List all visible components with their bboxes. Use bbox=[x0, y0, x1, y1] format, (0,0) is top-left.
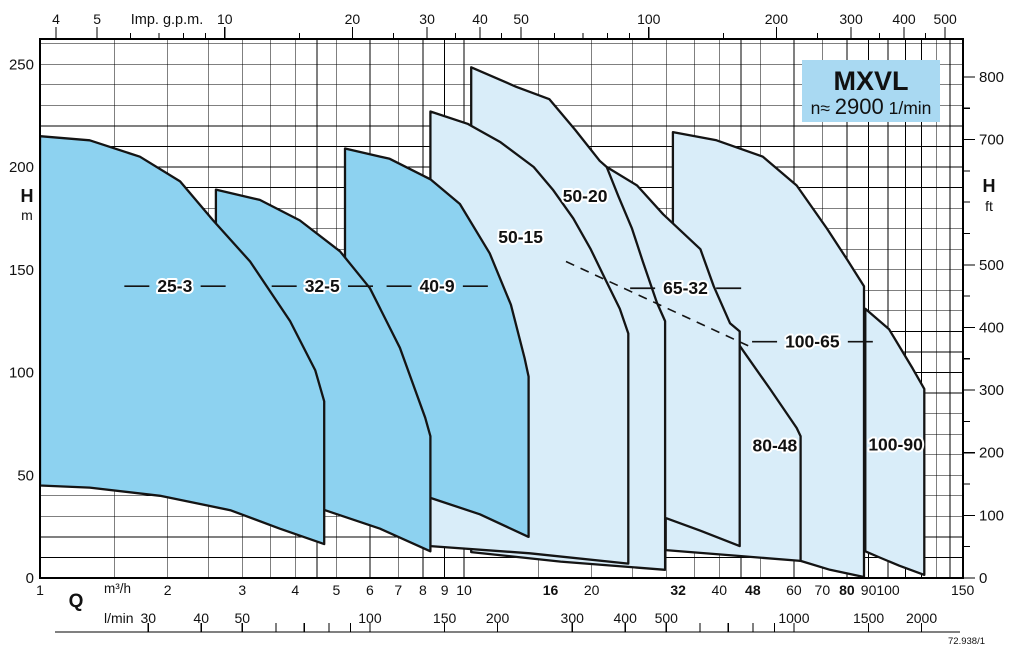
axis-bottom-symbol: Q bbox=[69, 591, 84, 612]
pump-labels: 100-90 100-65 80-48 65-32 50-20 50-15 40-9 32-5… bbox=[124, 184, 925, 457]
pump-label-100-65: 100-65 bbox=[785, 332, 840, 352]
pump-label-32-5: 32-5 bbox=[305, 276, 340, 296]
axis-right-symbol: H bbox=[983, 176, 996, 196]
pump-label-65-32: 65-32 bbox=[663, 278, 708, 298]
axis-right-tick-label: 0 bbox=[979, 570, 987, 587]
axis-bottom-unit-m3h: m³/h bbox=[104, 581, 131, 596]
title-box-speed: n≈ 2900 1/min bbox=[811, 94, 932, 119]
axis-top-gpm: Imp. g.p.m. 4 5 10 20 30 40 50 100 200 300 400 500 bbox=[52, 11, 957, 39]
envelope-100-90 bbox=[864, 307, 926, 577]
axis-bottom-m3h-label: 10 bbox=[456, 582, 472, 598]
axis-top-tick-label: 40 bbox=[472, 11, 488, 27]
axis-top-tick-label: 10 bbox=[217, 11, 233, 27]
axis-bottom-lmin-label: 500 bbox=[655, 610, 679, 626]
axis-bottom-lmin-label: 100 bbox=[358, 610, 382, 626]
axis-right-tick-label: 400 bbox=[979, 319, 1004, 336]
axis-bottom-lmin-label: 30 bbox=[140, 610, 156, 626]
axis-left-unit: m bbox=[21, 207, 33, 223]
axis-top-tick-label: 400 bbox=[892, 11, 916, 27]
axis-bottom-q: 1 2 3 4 5 6 7 8 9 10 16 20 32 40 48 60 70 80 90 100 150Qm³/h… bbox=[36, 581, 975, 633]
axis-left-tick-label: 150 bbox=[9, 262, 34, 279]
axis-left-tick-label: 200 bbox=[9, 159, 34, 176]
axis-right-tick-label: 300 bbox=[979, 382, 1004, 399]
axis-right-tick-label: 800 bbox=[979, 69, 1004, 86]
axis-bottom-lmin-label: 300 bbox=[561, 610, 585, 626]
axis-right-ft: 0 100 200 300 400 500 700 800 Hft bbox=[963, 69, 1004, 587]
axis-top-tick-label: 200 bbox=[765, 11, 789, 27]
axis-bottom-lmin-label: 40 bbox=[193, 610, 209, 626]
pump-label-80-48: 80-48 bbox=[752, 435, 797, 455]
axis-right-tick-label: 500 bbox=[979, 257, 1004, 274]
doc-number: 72.938/1 bbox=[948, 636, 985, 647]
axis-left-m: 0 50 100 150 200 250 Hm bbox=[9, 56, 34, 587]
axis-bottom-m3h-label: 70 bbox=[815, 582, 831, 598]
axis-bottom-lmin-label: 1000 bbox=[778, 610, 809, 626]
axis-left-tick-label: 0 bbox=[26, 570, 34, 587]
axis-bottom-m3h-label: 150 bbox=[951, 582, 975, 598]
axis-bottom-m3h-label: 6 bbox=[366, 582, 374, 598]
envelope-25-3 bbox=[40, 135, 326, 546]
axis-left-tick-label: 50 bbox=[17, 467, 34, 484]
axis-top-tick-label: 50 bbox=[513, 11, 529, 27]
title-box-model: MXVL bbox=[833, 66, 908, 96]
axis-top-tick-label: 30 bbox=[419, 11, 435, 27]
pump-label-50-15: 50-15 bbox=[498, 227, 543, 247]
axis-top-tick-label: 5 bbox=[93, 11, 101, 27]
axis-right-tick-label: 700 bbox=[979, 132, 1004, 149]
axis-right-tick-label: 100 bbox=[979, 507, 1004, 524]
axis-bottom-m3h-label: 20 bbox=[584, 582, 600, 598]
axis-bottom-m3h-label: 2 bbox=[164, 582, 172, 598]
axis-top-tick-label: 500 bbox=[933, 11, 957, 27]
axis-bottom-m3h-label: 16 bbox=[543, 582, 559, 598]
axis-bottom-m3h-label: 40 bbox=[711, 582, 727, 598]
axis-left-symbol: H bbox=[21, 186, 34, 206]
pump-label-100-90: 100-90 bbox=[868, 434, 923, 454]
pump-label-40-9: 40-9 bbox=[420, 276, 455, 296]
pump-label-50-20: 50-20 bbox=[563, 186, 608, 206]
axis-bottom-m3h-label: 80 bbox=[839, 582, 855, 598]
pump-envelopes bbox=[40, 66, 926, 578]
axis-top-tick-label: 4 bbox=[52, 11, 60, 27]
axis-bottom-lmin-label: 400 bbox=[614, 610, 638, 626]
axis-right-tick-label: 200 bbox=[979, 445, 1004, 462]
axis-bottom-lmin-label: 1500 bbox=[853, 610, 884, 626]
axis-bottom-m3h-label: 100 bbox=[876, 582, 900, 598]
axis-left-tick-label: 250 bbox=[9, 56, 34, 73]
pump-label-25-3: 25-3 bbox=[157, 276, 192, 296]
axis-top-tick-label: 20 bbox=[345, 11, 361, 27]
axis-bottom-m3h-label: 9 bbox=[441, 582, 449, 598]
axis-bottom-m3h-label: 8 bbox=[419, 582, 427, 598]
axis-bottom-lmin-label: 2000 bbox=[906, 610, 937, 626]
axis-bottom-m3h-label: 5 bbox=[332, 582, 340, 598]
axis-bottom-lmin-label: 150 bbox=[433, 610, 457, 626]
axis-bottom-m3h-label: 3 bbox=[238, 582, 246, 598]
axis-bottom-lmin-label: 200 bbox=[486, 610, 510, 626]
axis-bottom-unit-lmin: l/min bbox=[104, 610, 134, 626]
axis-left-tick-label: 100 bbox=[9, 365, 34, 382]
axis-bottom-m3h-label: 32 bbox=[670, 582, 686, 598]
axis-top-tick-label: 300 bbox=[839, 11, 863, 27]
axis-bottom-m3h-label: 60 bbox=[786, 582, 802, 598]
axis-right-unit: ft bbox=[985, 198, 993, 214]
axis-bottom-m3h-label: 1 bbox=[36, 582, 44, 598]
axis-bottom-m3h-label: 48 bbox=[745, 582, 761, 598]
title-box-bg bbox=[802, 60, 940, 122]
axis-bottom-m3h-label: 90 bbox=[861, 582, 877, 598]
reference-dashed-line bbox=[565, 260, 749, 347]
axis-bottom-m3h-label: 7 bbox=[394, 582, 402, 598]
axis-top-tick-label: 100 bbox=[637, 11, 661, 27]
axis-bottom-m3h-label: 4 bbox=[291, 582, 299, 598]
axis-top-title: Imp. g.p.m. bbox=[131, 12, 204, 28]
axis-bottom-lmin-label: 50 bbox=[235, 610, 251, 626]
